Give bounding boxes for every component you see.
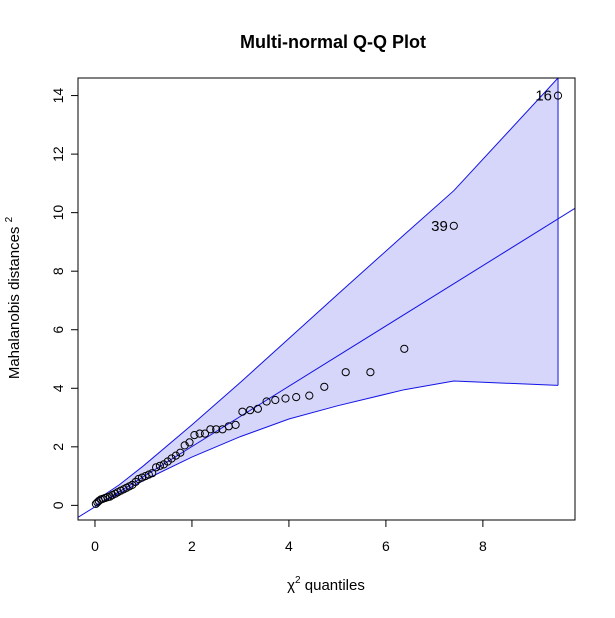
data-point xyxy=(281,394,290,403)
x-axis-label: χ2 quantiles xyxy=(287,575,365,594)
data-point xyxy=(271,395,280,405)
data-point xyxy=(94,496,103,506)
data-point xyxy=(341,368,350,377)
data-point xyxy=(400,344,409,353)
data-point xyxy=(155,461,164,470)
data-point xyxy=(148,469,157,478)
y-tick-label: 12 xyxy=(50,146,66,162)
data-point xyxy=(171,451,180,460)
y-axis-label-superscript: 2 xyxy=(4,216,15,222)
data-point xyxy=(253,404,262,413)
x-tick-label: 2 xyxy=(188,538,196,554)
data-point xyxy=(292,393,301,402)
x-tick-label: 0 xyxy=(91,538,99,554)
data-point xyxy=(231,420,240,429)
x-axis: 0 2 4 6 8 xyxy=(91,519,487,554)
data-point xyxy=(238,407,247,416)
confidence-band-lower-line xyxy=(94,380,559,506)
y-tick-label: 0 xyxy=(50,501,66,509)
point-label: 39 xyxy=(431,218,448,235)
y-tick-label: 14 xyxy=(50,88,66,104)
data-point xyxy=(449,221,458,230)
data-point xyxy=(212,425,221,434)
y-axis-label-text: Mahalanobis distances xyxy=(6,222,23,379)
data-point xyxy=(167,454,176,463)
y-tick-label: 10 xyxy=(50,205,66,221)
data-point xyxy=(200,429,210,438)
y-tick-label: 6 xyxy=(50,326,66,334)
data-point xyxy=(206,425,215,434)
point-label: 16 xyxy=(535,88,552,105)
data-point xyxy=(185,438,194,447)
y-axis: 0 2 4 6 8 10 12 14 xyxy=(50,88,79,509)
data-point xyxy=(262,397,271,406)
chart-title: Multi-normal Q-Q Plot xyxy=(240,32,426,52)
x-tick-label: 8 xyxy=(479,538,487,554)
data-point xyxy=(246,406,255,415)
data-point xyxy=(195,429,204,438)
y-tick-label: 8 xyxy=(50,267,66,275)
y-tick-label: 2 xyxy=(50,443,66,451)
x-axis-label-symbol: χ xyxy=(287,577,295,594)
data-point xyxy=(305,391,314,400)
data-point xyxy=(553,91,563,100)
x-tick-label: 6 xyxy=(382,538,390,554)
y-axis-label: Mahalanobis distances 2 xyxy=(4,216,23,379)
data-point xyxy=(91,499,101,508)
confidence-band-upper-line xyxy=(94,78,559,502)
data-point xyxy=(366,368,375,377)
data-point xyxy=(320,382,329,391)
data-point xyxy=(190,431,199,440)
data-point xyxy=(152,463,161,472)
data-points xyxy=(91,91,563,508)
confidence-band xyxy=(95,78,558,506)
x-axis-label-text: quantiles xyxy=(301,577,365,594)
data-point xyxy=(131,477,140,486)
x-tick-label: 4 xyxy=(285,538,293,554)
data-point xyxy=(176,448,185,457)
x-axis-label-superscript: 2 xyxy=(295,575,301,586)
y-tick-label: 4 xyxy=(50,384,66,392)
